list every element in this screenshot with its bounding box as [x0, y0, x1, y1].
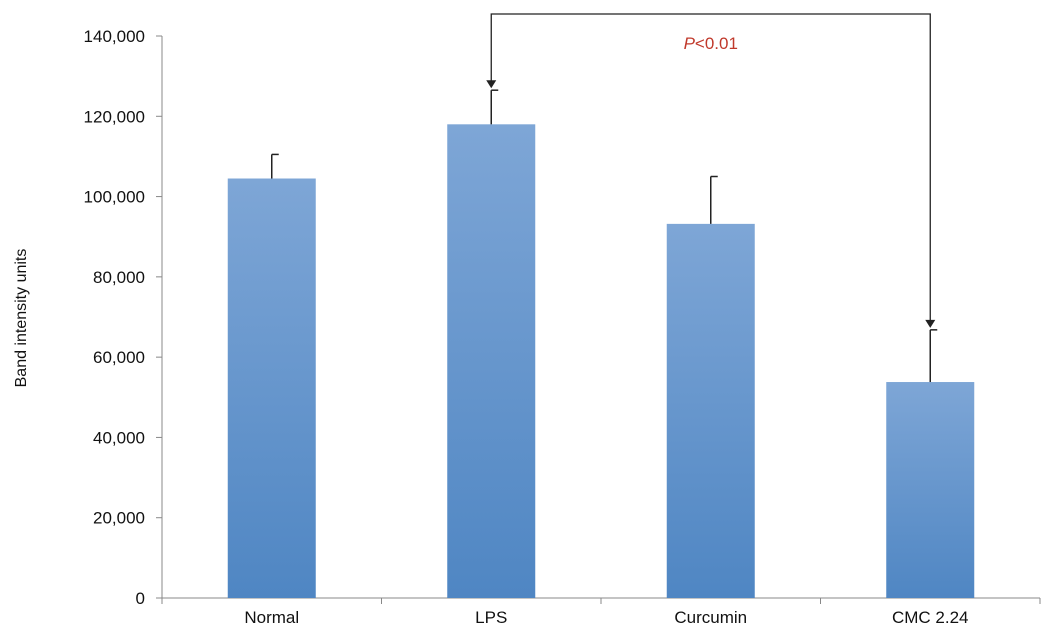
- category-label: Normal: [244, 608, 299, 627]
- bar: [666, 223, 755, 598]
- x-axis: [161, 597, 1041, 604]
- category-label: LPS: [475, 608, 507, 627]
- category-label: Curcumin: [674, 608, 747, 627]
- y-axis: 0 20,000 40,000 60,000 80,000 100,000 120,000 1…: [84, 27, 163, 608]
- bars: [227, 124, 975, 599]
- significance-annotation: P<0.01: [486, 13, 936, 328]
- p-value-threshold: <0.01: [695, 34, 738, 53]
- y-tick-label: 0: [136, 589, 145, 608]
- significance-bracket: [490, 13, 931, 321]
- bar: [447, 124, 536, 599]
- y-tick-label: 100,000: [84, 188, 145, 207]
- y-tick-label: 60,000: [93, 348, 145, 367]
- bar: [886, 382, 975, 598]
- category-label: CMC 2.24: [892, 608, 969, 627]
- arrow-head-lps: [486, 80, 497, 89]
- y-tick-label: 140,000: [84, 27, 145, 46]
- arrow-head-cmc: [925, 319, 936, 328]
- p-value-symbol: P: [684, 34, 696, 53]
- y-axis-title: Band intensity units: [13, 249, 30, 388]
- p-value-label: P<0.01: [684, 34, 738, 53]
- category-labels: Normal LPS Curcumin CMC 2.24: [244, 608, 968, 627]
- y-tick-label: 40,000: [93, 428, 145, 447]
- error-bars: [271, 89, 938, 383]
- y-tick-label: 20,000: [93, 509, 145, 528]
- y-tick-label: 120,000: [84, 107, 145, 126]
- bar: [227, 178, 316, 598]
- y-tick-label: 80,000: [93, 268, 145, 287]
